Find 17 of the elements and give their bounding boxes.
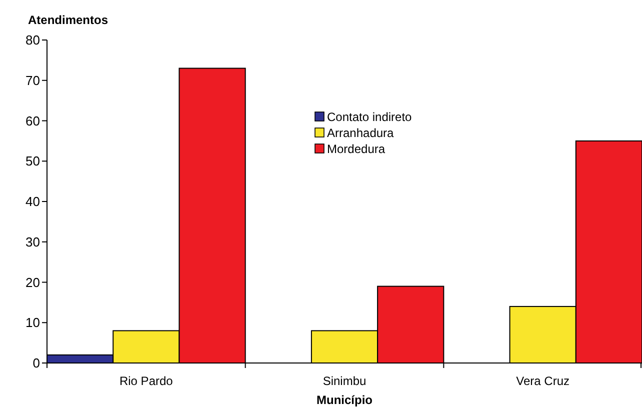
y-tick-label: 50 xyxy=(26,154,40,169)
y-tick-label: 60 xyxy=(26,113,40,128)
y-tick-label: 30 xyxy=(26,234,40,250)
y-tick-label: 80 xyxy=(26,32,40,48)
legend-label: Arranhadura xyxy=(327,126,394,140)
y-tick-label: 40 xyxy=(26,194,40,210)
x-tick-label: Sinimbu xyxy=(322,374,366,388)
x-tick-label: Rio Pardo xyxy=(119,374,174,388)
legend-label: Contato indireto xyxy=(327,110,412,124)
legend-label: Mordedura xyxy=(327,142,386,156)
y-axis-title: Atendimentos xyxy=(28,13,108,27)
y-tick-label: 70 xyxy=(26,72,40,88)
y-tick-label: 0 xyxy=(32,356,40,371)
y-tick-label: 10 xyxy=(26,315,40,330)
y-tick-label: 20 xyxy=(26,274,40,290)
x-axis-title: Município xyxy=(316,393,372,407)
x-tick-label: Vera Cruz xyxy=(516,374,570,388)
